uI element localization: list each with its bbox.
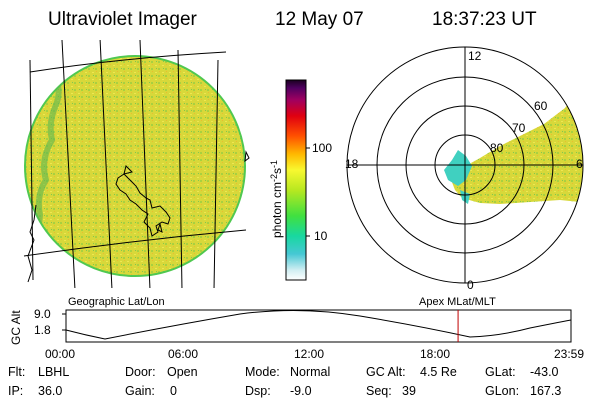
- timeline-xtick-2359: 23:59: [554, 347, 584, 361]
- info-glat-key: GLat:: [485, 365, 516, 379]
- polar-caption: Apex MLat/MLT: [419, 296, 496, 308]
- instrument-title: Ultraviolet Imager: [48, 9, 198, 30]
- mlat-label-60: 60: [534, 99, 548, 113]
- info-glon-val: 167.3: [530, 384, 561, 398]
- colorbar-unit-label: photon cm-2s-1: [269, 160, 284, 238]
- info-dsp-val: -9.0: [290, 384, 312, 398]
- polar-panel: 12 18 6 0 60 70 80: [345, 46, 584, 292]
- timeline-ytick-9: 9.0: [34, 307, 51, 321]
- info-gain-val: 0: [170, 384, 177, 398]
- geographic-panel: [23, 40, 250, 288]
- earth-disk-texture: [25, 56, 245, 276]
- timeline-xtick-0000: 00:00: [45, 347, 75, 361]
- timeline-xtick-1200: 12:00: [294, 347, 324, 361]
- info-seq-key: Seq:: [366, 384, 392, 398]
- info-mode-val: Normal: [290, 365, 330, 379]
- info-dsp-key: Dsp:: [245, 384, 271, 398]
- graticule: [23, 40, 247, 288]
- info-gain-key: Gain:: [125, 384, 155, 398]
- info-glon-key: GLon:: [485, 384, 519, 398]
- disk-edge-band: [25, 84, 62, 253]
- info-mode-key: Mode:: [245, 365, 280, 379]
- geographic-caption: Geographic Lat/Lon: [68, 296, 165, 308]
- disk-limb: [24, 55, 246, 277]
- date-label: 12 May 07: [275, 9, 364, 30]
- info-door-key: Door:: [125, 365, 156, 379]
- mlat-label-80: 80: [490, 141, 504, 155]
- info-flt-val: LBHL: [38, 365, 69, 379]
- coastline: [27, 150, 250, 283]
- info-gcalt-key: GC Alt:: [366, 365, 406, 379]
- colorbar-tick-100: 100: [312, 141, 332, 155]
- timeline-ytick-1.8: 1.8: [34, 323, 51, 337]
- info-ip-key: IP:: [8, 384, 23, 398]
- info-seq-val: 39: [402, 384, 416, 398]
- colorbar-strip: [285, 79, 307, 281]
- timeline-plot: 9.0 1.8 GC Alt 00:00 06:00 12:00 18:00 2…: [9, 307, 584, 361]
- info-door-val: Open: [167, 365, 198, 379]
- colorbar: 100 10 photon cm-2s-1: [269, 79, 332, 281]
- info-flt-key: Flt:: [8, 365, 25, 379]
- colorbar-tick-10: 10: [314, 229, 328, 243]
- time-label: 18:37:23 UT: [432, 9, 537, 30]
- timeline-xtick-1800: 18:00: [420, 347, 450, 361]
- timeline-frame: [65, 309, 572, 343]
- timeline-xtick-0600: 06:00: [168, 347, 198, 361]
- altitude-curve: [65, 309, 572, 340]
- mlt-label-12: 12: [468, 49, 482, 63]
- info-panel: Flt: LBHL Door: Open Mode: Normal GC Alt…: [8, 365, 561, 398]
- timeline-ylabel: GC Alt: [9, 310, 23, 345]
- mlt-label-6: 6: [576, 157, 583, 171]
- info-gcalt-val: 4.5 Re: [420, 365, 457, 379]
- mlt-label-18: 18: [345, 157, 359, 171]
- info-glat-val: -43.0: [530, 365, 559, 379]
- polar-grid: [346, 46, 584, 284]
- mlat-label-70: 70: [512, 121, 526, 135]
- mlt-label-0: 0: [467, 278, 474, 292]
- info-ip-val: 36.0: [38, 384, 62, 398]
